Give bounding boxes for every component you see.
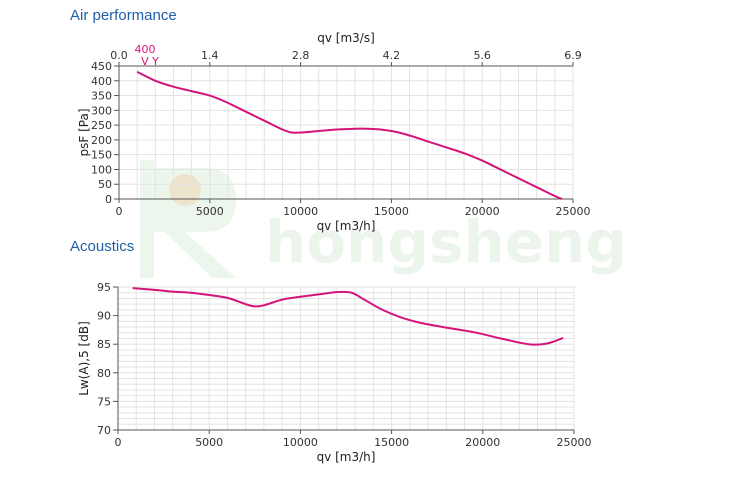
y-tick-label: 350 <box>91 90 112 103</box>
x-axis-title: qv [m3/h] <box>317 219 376 233</box>
y-tick-label: 0 <box>105 193 112 206</box>
x-top-tick-label: 4.2 <box>383 49 401 62</box>
watermark-text: hongsheng <box>265 208 627 276</box>
hongsheng-watermark: hongsheng <box>140 160 627 278</box>
series-line <box>132 287 564 346</box>
acoustics-title: Acoustics <box>70 238 135 255</box>
x-tick-label: 25000 <box>557 436 592 449</box>
y-tick-label: 400 <box>91 75 112 88</box>
x-top-tick-label: 6.9 <box>564 49 582 62</box>
x-tick-label: 15000 <box>374 205 409 218</box>
x-axis-title: qv [m3/h] <box>317 450 376 464</box>
y-tick-label: 200 <box>91 134 112 147</box>
x-tick-label: 5000 <box>195 436 223 449</box>
series-line <box>136 71 563 200</box>
y-tick-label: 70 <box>97 424 111 437</box>
x-tick-label: 10000 <box>283 436 318 449</box>
watermark-logo-bar <box>140 160 154 278</box>
x-tick-label: 0 <box>115 436 122 449</box>
x-top-tick-label: 1.4 <box>201 49 219 62</box>
y-tick-label: 50 <box>98 178 112 191</box>
x-top-tick-label: 0.0 <box>110 49 128 62</box>
y-tick-label: 75 <box>97 395 111 408</box>
y-tick-label: 300 <box>91 104 112 117</box>
plot-frame <box>117 286 575 431</box>
x-tick-label: 20000 <box>465 436 500 449</box>
acoustics-chart: 70 75 80 85 90 95 0 5000 10000 15000 20000 25000 qv … <box>77 281 592 464</box>
y-tick-label: 450 <box>91 60 112 73</box>
y-axis-title: psF [Pa] <box>77 109 91 157</box>
y-axis-title: Lw(A),5 [dB] <box>77 321 91 396</box>
x-tick-label: 10000 <box>283 205 318 218</box>
y-tick-label: 100 <box>91 163 112 176</box>
x-tick-label: 0 <box>116 205 123 218</box>
y-tick-label: 85 <box>97 338 111 351</box>
x-tick-label: 5000 <box>196 205 224 218</box>
y-tick-label: 250 <box>91 119 112 132</box>
y-tick-label: 90 <box>97 310 111 323</box>
y-tick-label: 150 <box>91 149 112 162</box>
watermark-logo-letter <box>154 168 236 278</box>
x-top-tick-label: 2.8 <box>292 49 310 62</box>
y-tick-label: 95 <box>97 281 111 294</box>
x-tick-label: 25000 <box>556 205 591 218</box>
x-top-axis-title: qv [m3/s] <box>317 31 375 45</box>
x-tick-label: 15000 <box>374 436 409 449</box>
operating-point-label: 400 <box>135 43 156 56</box>
x-tick-label: 20000 <box>465 205 500 218</box>
watermark-logo-sun <box>169 174 201 206</box>
x-top-tick-label: 5.6 <box>473 49 491 62</box>
air-performance-title: Air performance <box>70 7 177 24</box>
operating-point-markers: V Y <box>141 55 159 68</box>
y-tick-label: 80 <box>97 367 111 380</box>
